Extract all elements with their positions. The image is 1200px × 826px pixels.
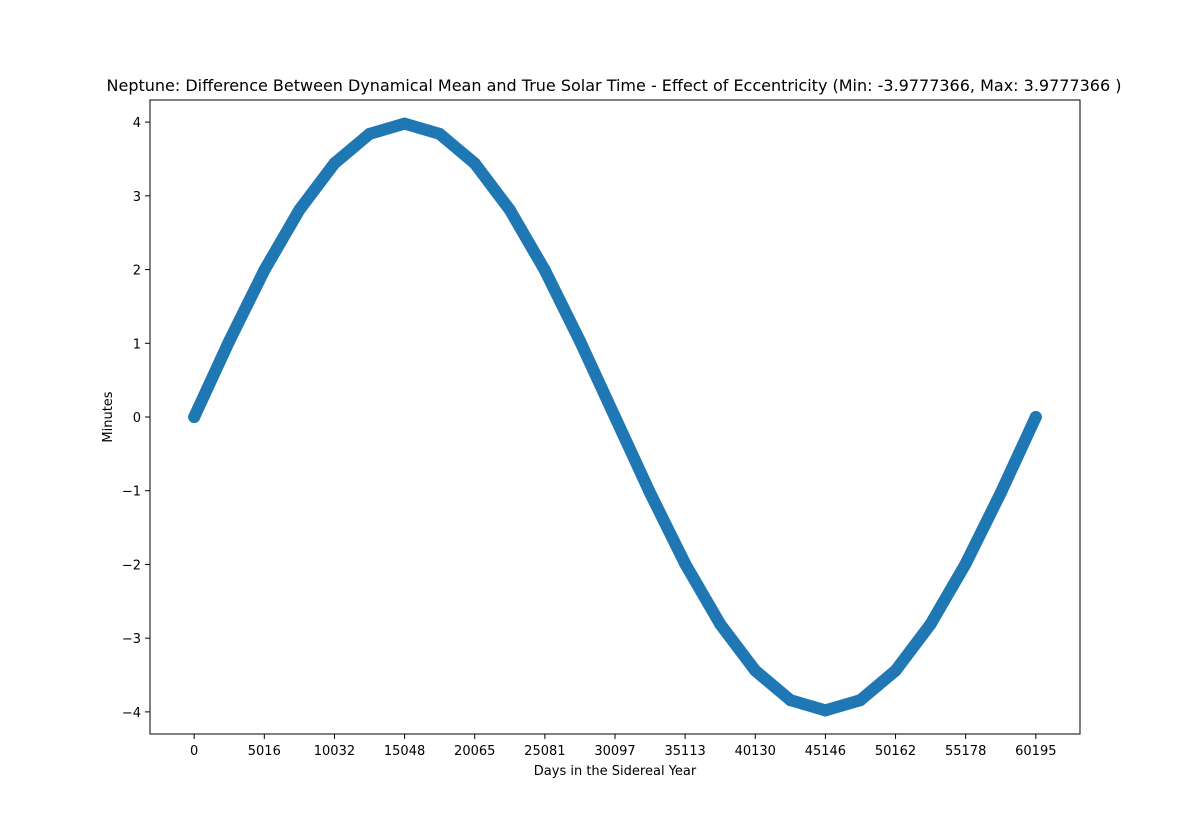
data-point (188, 411, 201, 423)
data-point (468, 157, 481, 170)
x-tick-label: 40130 (735, 744, 776, 759)
y-axis-label: Minutes (101, 391, 116, 442)
x-tick-label: 15048 (384, 744, 425, 759)
y-axis: 4 3 2 1 0 −1 −2 −3 −4 (122, 116, 150, 721)
y-tick-label: 4 (133, 116, 141, 131)
data-point (363, 127, 376, 140)
data-point (293, 203, 306, 216)
x-axis: 0 5016 10032 15048 20065 25081 30097 35113 40130… (190, 734, 1056, 759)
data-point (749, 664, 762, 677)
x-tick-label: 60195 (1015, 744, 1056, 759)
x-tick-label: 45146 (805, 744, 846, 759)
data-point (223, 335, 236, 348)
x-tick-label: 25081 (524, 744, 565, 759)
data-point (328, 157, 341, 170)
data-point (924, 618, 937, 631)
data-point (959, 557, 972, 570)
x-axis-label: Days in the Sidereal Year (534, 764, 697, 779)
x-tick-label: 50162 (875, 744, 916, 759)
data-point (503, 203, 516, 216)
data-point (784, 694, 797, 707)
y-tick-label: 0 (133, 411, 141, 426)
data-point (994, 486, 1007, 499)
y-tick-label: −1 (122, 485, 141, 500)
chart-title: Neptune: Difference Between Dynamical Me… (107, 76, 1122, 95)
data-point (538, 264, 551, 277)
x-tick-label: 20065 (454, 744, 495, 759)
data-point (433, 127, 446, 140)
data-point (714, 618, 727, 631)
y-tick-label: 1 (133, 337, 141, 352)
data-point (258, 264, 271, 277)
data-point (608, 411, 621, 423)
x-tick-label: 30097 (594, 744, 635, 759)
x-tick-label: 35113 (664, 744, 705, 759)
data-point (573, 335, 586, 348)
series-layer (188, 117, 1042, 717)
x-tick-label: 55178 (945, 744, 986, 759)
y-tick-label: 2 (133, 264, 141, 279)
y-tick-label: −2 (122, 558, 141, 573)
data-point (644, 486, 657, 499)
data-point (819, 704, 832, 717)
data-point (854, 694, 867, 707)
data-point (679, 557, 692, 570)
data-point (889, 664, 902, 677)
y-tick-label: −3 (122, 632, 141, 647)
x-tick-label: 10032 (314, 744, 355, 759)
data-point (1029, 411, 1042, 423)
y-tick-label: −4 (122, 706, 141, 721)
x-tick-label: 0 (190, 744, 198, 759)
data-point (398, 117, 411, 130)
y-tick-label: 3 (133, 190, 141, 205)
x-tick-label: 5016 (248, 744, 281, 759)
